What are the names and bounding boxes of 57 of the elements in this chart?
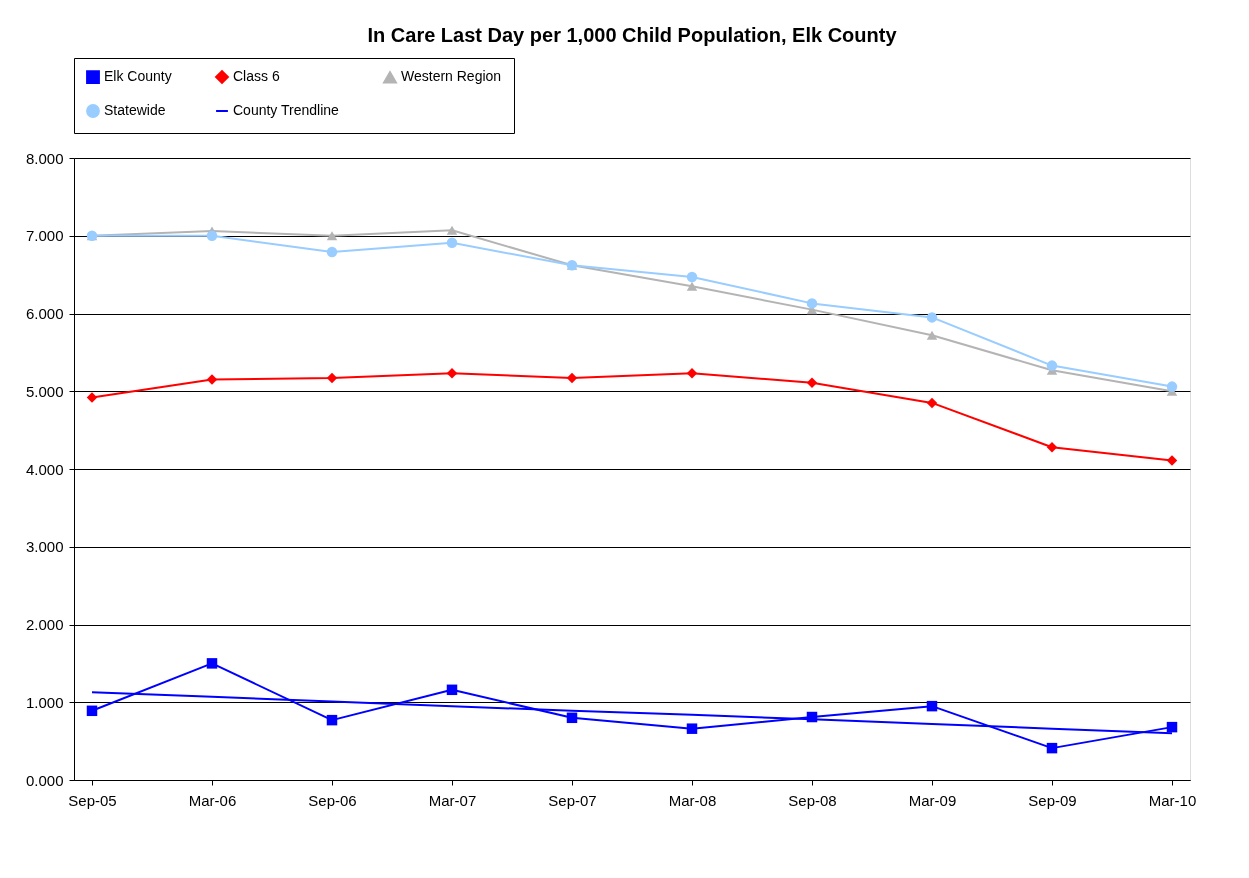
- point: [686, 281, 698, 291]
- y-tick-label: 0.000: [25, 771, 64, 789]
- point: [206, 374, 218, 385]
- point: [446, 684, 458, 696]
- x-tick-label: Mar-09: [908, 791, 957, 809]
- point: [326, 231, 338, 241]
- point: [1046, 360, 1058, 371]
- x-tick-label: Mar-06: [188, 791, 237, 809]
- x-tick-label: Mar-08: [668, 791, 717, 809]
- legend-label: Elk County: [104, 68, 172, 85]
- point: [926, 312, 938, 323]
- point: [686, 723, 698, 734]
- point: [566, 372, 578, 384]
- point: [446, 225, 458, 235]
- point: [686, 368, 698, 379]
- point: [1046, 742, 1058, 754]
- x-tick-label: Sep-05: [68, 791, 117, 809]
- y-tick-label: 4.000: [25, 460, 64, 478]
- point: [806, 298, 818, 309]
- point: [446, 237, 458, 248]
- point: [926, 700, 938, 712]
- point: [206, 658, 218, 669]
- x-tick-label: Sep-09: [1028, 791, 1077, 809]
- point: [86, 705, 98, 717]
- point: [806, 711, 818, 723]
- point: [326, 372, 338, 384]
- chart-title: In Care Last Day per 1,000 Child Population, Elk County: [367, 23, 898, 46]
- y-tick-label: 8.000: [25, 149, 64, 167]
- y-tick-label: 6.000: [25, 305, 64, 322]
- legend-label: Class 6: [233, 68, 280, 85]
- point: [1166, 455, 1178, 466]
- point: [326, 714, 338, 726]
- point: [1166, 721, 1178, 733]
- point: [926, 330, 938, 340]
- x-tick-label: Sep-08: [788, 791, 837, 809]
- point: [686, 271, 698, 283]
- legend-label: Western Region: [401, 68, 502, 85]
- point: [206, 230, 218, 241]
- point: [926, 397, 938, 409]
- y-tick-label: 1.000: [25, 693, 64, 711]
- x-tick-label: Mar-07: [428, 791, 477, 809]
- point: [1046, 441, 1058, 453]
- legend-label: Statewide: [104, 102, 166, 118]
- y-tick-label: 5.000: [25, 382, 64, 400]
- x-tick-label: Sep-06: [308, 791, 357, 809]
- y-tick-label: 7.000: [25, 227, 64, 245]
- point: [566, 712, 578, 724]
- point: [326, 246, 338, 258]
- point: [86, 392, 98, 403]
- legend-label: County Trendline: [233, 102, 340, 118]
- x-tick-label: Mar-10: [1148, 791, 1197, 809]
- point: [1166, 381, 1178, 392]
- x-tick-label: Sep-07: [548, 791, 597, 809]
- point: [806, 377, 818, 388]
- y-tick-label: 2.000: [25, 616, 64, 633]
- y-tick-label: 3.000: [25, 538, 64, 556]
- point: [446, 368, 458, 379]
